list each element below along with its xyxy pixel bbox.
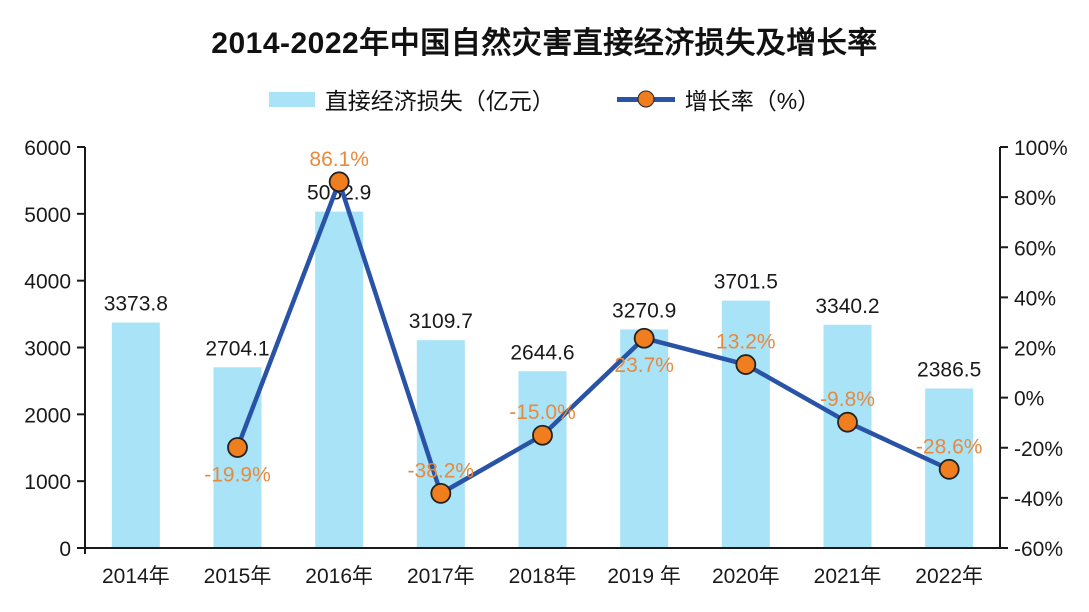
x-axis-label: 2019 年 [607,565,681,588]
x-axis-label: 2020年 [712,565,780,588]
x-axis-label: 2016年 [305,565,373,588]
bar-value-label: 2704.1 [205,337,269,360]
bar-value-label: 3270.9 [612,299,676,322]
x-axis-label: 2014年 [102,565,170,588]
bar-value-label: 3109.7 [409,310,473,333]
right-axis-tick-label: 100% [1014,137,1068,160]
bar-2018年 [518,371,567,548]
growth-rate-marker [227,437,248,458]
legend: 直接经济损失（亿元） 增长率（%） [0,82,1089,116]
right-axis-tick-label: 80% [1014,187,1056,210]
right-axis-tick-label: 60% [1014,237,1056,260]
line-marker-icon [616,90,675,108]
growth-rate-marker [430,482,452,504]
x-axis-label: 2018年 [509,565,577,588]
growth-rate-label: 86.1% [309,148,369,171]
growth-rate-marker [532,424,553,446]
left-axis-tick-label: 4000 [24,271,71,294]
x-axis-label: 2021年 [814,565,882,588]
bar-2021年 [823,324,872,548]
right-axis-tick-label: 0% [1014,388,1044,411]
left-axis-tick-label: 1000 [24,471,71,494]
left-axis-tick-label: 5000 [24,204,71,227]
bar-value-label: 3340.2 [815,295,879,318]
right-axis-tick-label: -20% [1014,438,1063,461]
x-axis-label: 2022年 [915,565,983,588]
growth-rate-marker [633,327,655,349]
growth-rate-line [235,179,952,496]
growth-rate-marker [328,171,350,193]
left-axis-tick-label: 6000 [24,137,71,160]
left-axis-tick-label: 0 [59,538,71,561]
growth-rate-marker [837,411,858,433]
x-axis-label: 2015年 [204,565,272,588]
left-axis-tick-label: 2000 [24,404,71,427]
growth-rate-label: -15.0% [509,401,576,424]
marker-dot-icon [637,90,655,108]
growth-rate-label: 13.2% [716,331,776,354]
right-axis-tick-label: -60% [1014,538,1063,561]
bar-value-label: 2644.6 [510,341,574,364]
growth-rate-label: -28.6% [916,435,983,458]
bar-value-label: 3701.5 [714,271,778,294]
growth-rate-label: -19.9% [204,463,271,486]
growth-rate-label: -9.8% [820,388,875,411]
x-axis-label: 2017年 [407,565,475,588]
legend-label-growth-rate: 增长率（%） [684,88,821,114]
bar-2020年 [721,300,770,548]
legend-item-economic-loss: 直接经济损失（亿元） [268,82,555,116]
right-axis-tick-label: 20% [1014,338,1056,361]
growth-rate-marker [938,458,960,480]
right-axis-tick-label: -40% [1014,488,1063,511]
growth-rate-label: -38.2% [408,459,475,482]
bar-2014年 [111,322,160,548]
page-title: 2014-2022年中国自然灾害直接经济损失及增长率 [211,27,878,60]
right-axis-tick-label: 40% [1014,287,1056,310]
legend-item-growth-rate: 增长率（%） [616,82,821,116]
bar-2016年 [315,211,364,548]
bar-value-label: 5032.9 [307,182,371,205]
bar-value-label: 2386.5 [917,359,981,382]
left-axis-tick-label: 3000 [24,338,71,361]
bar-2019 年 [620,329,669,548]
legend-label-economic-loss: 直接经济损失（亿元） [324,88,555,114]
growth-rate-label: 23.7% [614,354,674,377]
bar-swatch-icon [268,91,315,107]
bar-value-label: 3373.8 [104,293,168,316]
growth-rate-marker [735,354,757,375]
